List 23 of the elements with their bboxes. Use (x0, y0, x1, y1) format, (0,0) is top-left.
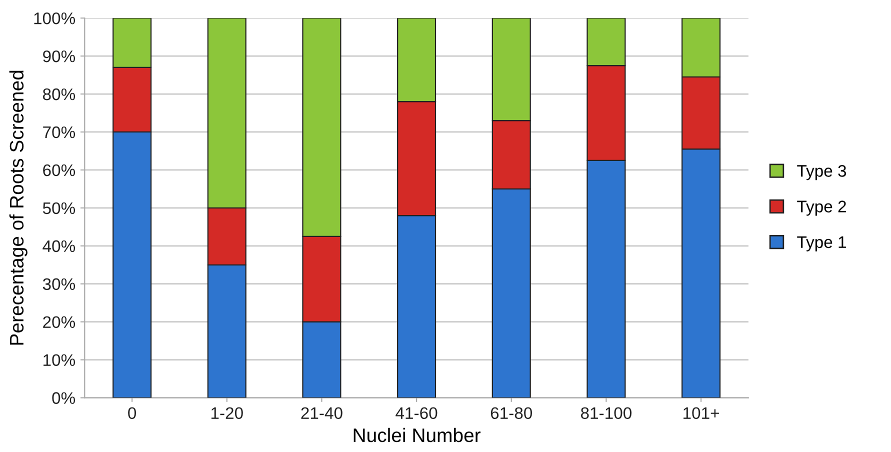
y-tick-label: 0% (52, 392, 76, 404)
y-tick-label: 40% (42, 240, 76, 252)
x-tick-label: 41-60 (396, 407, 438, 420)
y-tick-label: 10% (44, 354, 76, 366)
x-tick-label: 0 (128, 407, 136, 420)
legend-label: Type 1 (797, 236, 846, 252)
x-tick-label: 61-80 (490, 407, 532, 420)
y-tick-label: 20% (43, 316, 76, 328)
y-tick-label: 30% (42, 278, 76, 290)
y-tick-label: 80% (42, 88, 76, 100)
y-tick-label: 100% (34, 12, 76, 24)
x-tick-label: 81-100 (580, 407, 632, 420)
y-tick-label: 60% (43, 164, 76, 176)
legend-label: Type 3 (797, 165, 846, 180)
y-tick-label: 50% (42, 202, 76, 214)
y-axis-title: Perecentage of Roots Screened (9, 70, 28, 345)
y-tick-label: 90% (43, 50, 76, 62)
y-tick-label: 70% (43, 126, 76, 138)
x-tick-label: 1-20 (211, 407, 243, 420)
legend-label: Type 2 (797, 200, 846, 216)
x-tick-label: 21-40 (301, 407, 342, 420)
x-tick-label: 101+ (684, 407, 719, 420)
x-axis-title: Nuclei Number (354, 428, 481, 442)
